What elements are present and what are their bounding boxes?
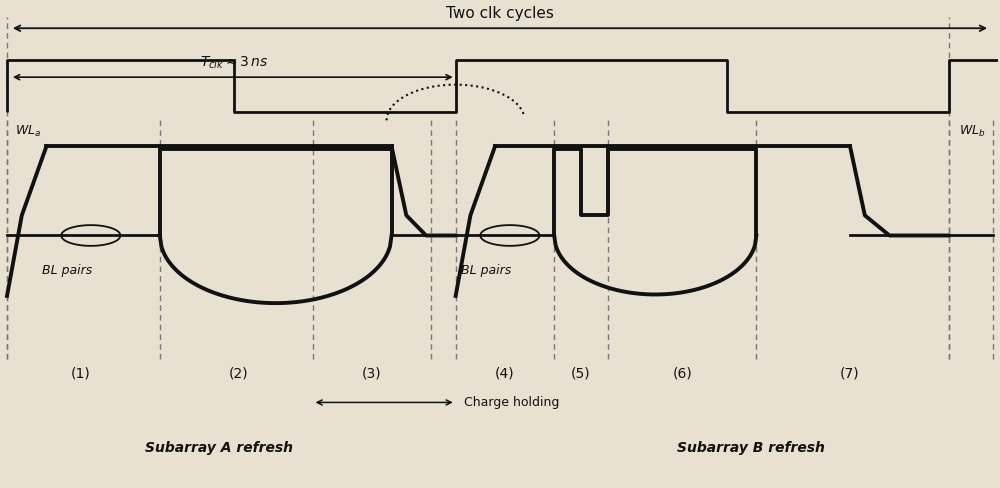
Text: BL pairs: BL pairs xyxy=(42,264,92,277)
Text: (1): (1) xyxy=(71,366,91,381)
Text: $\mathit{WL_a}$: $\mathit{WL_a}$ xyxy=(15,124,41,140)
Text: (2): (2) xyxy=(229,366,249,381)
Text: (7): (7) xyxy=(840,366,860,381)
Text: (5): (5) xyxy=(571,366,591,381)
Text: $\mathit{T_{clk}{\approx}3\,ns}$: $\mathit{T_{clk}{\approx}3\,ns}$ xyxy=(200,55,268,71)
Text: (6): (6) xyxy=(673,366,692,381)
Text: Charge holding: Charge holding xyxy=(464,396,559,409)
Text: Subarray B refresh: Subarray B refresh xyxy=(677,442,825,455)
Text: BL pairs: BL pairs xyxy=(461,264,511,277)
Text: (4): (4) xyxy=(495,366,515,381)
Text: (3): (3) xyxy=(362,366,382,381)
Text: Two clk cycles: Two clk cycles xyxy=(446,6,554,21)
Text: Subarray A refresh: Subarray A refresh xyxy=(145,442,293,455)
Text: $\mathit{WL_b}$: $\mathit{WL_b}$ xyxy=(959,124,985,140)
